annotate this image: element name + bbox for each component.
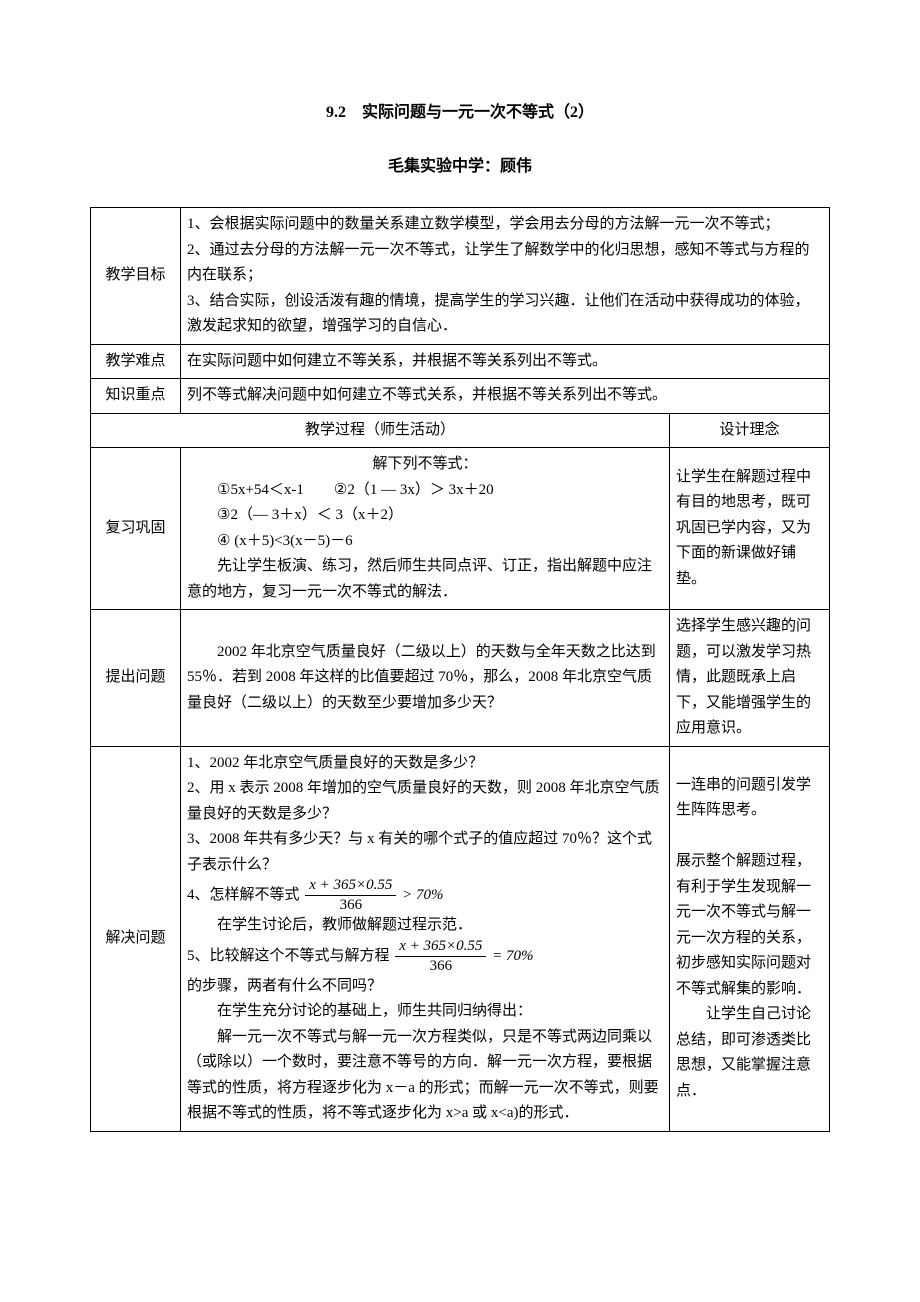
- label-goal: 教学目标: [91, 208, 181, 345]
- frac-1-num: x + 365×0.55: [305, 878, 396, 896]
- rationale-solve: 一连串的问题引发学生阵阵思考。 展示整个解题过程，有利于学生发现解一元一次不等式…: [669, 746, 829, 1131]
- row-difficulty: 教学难点 在实际问题中如何建立不等关系，并根据不等关系列出不等式。: [91, 344, 830, 379]
- solve-4-pre: 4、怎样解不等式: [187, 887, 300, 903]
- solve-4-note: 在学生讨论后，教师做解题过程示范．: [187, 913, 663, 939]
- row-pose: 提出问题 2002 年北京空气质量良好（二级以上）的天数与全年天数之比达到 55…: [91, 610, 830, 747]
- review-note: 先让学生板演、练习，然后师生共同点评、订正，指出解题中应注意的地方，复习一元一次…: [187, 554, 663, 605]
- proc-header-right: 设计理念: [669, 413, 829, 448]
- review-line-1: ①5x+54＜x-1 ②2（1 — 3x）＞ 3x＋20: [187, 478, 663, 504]
- content-pose: 2002 年北京空气质量良好（二级以上）的天数与全年天数之比达到 55％．若到 …: [181, 610, 670, 747]
- doc-subtitle: 毛集实验中学：顾伟: [90, 154, 830, 180]
- content-difficulty: 在实际问题中如何建立不等关系，并根据不等关系列出不等式。: [181, 344, 830, 379]
- review-heading: 解下列不等式：: [187, 452, 663, 478]
- label-solve: 解决问题: [91, 746, 181, 1131]
- label-pose: 提出问题: [91, 610, 181, 747]
- proc-header-left: 教学过程（师生活动）: [91, 413, 670, 448]
- rationale-pose: 选择学生感兴趣的问题，可以激发学习热情，此题既承上启下，又能增强学生的应用意识。: [669, 610, 829, 747]
- frac-2-den: 366: [395, 957, 486, 974]
- row-review: 复习巩固 解下列不等式： ①5x+54＜x-1 ②2（1 — 3x）＞ 3x＋2…: [91, 448, 830, 610]
- label-key: 知识重点: [91, 379, 181, 414]
- row-proc-header: 教学过程（师生活动） 设计理念: [91, 413, 830, 448]
- label-difficulty: 教学难点: [91, 344, 181, 379]
- fraction-1: x + 365×0.55 366: [305, 878, 396, 913]
- solve-line-5: 5、比较解这个不等式与解方程 x + 365×0.55 366 = 70%: [187, 939, 663, 974]
- content-solve: 1、2002 年北京空气质量良好的天数是多少？ 2、用 x 表示 2008 年增…: [181, 746, 670, 1131]
- solve-line-3: 3、2008 年共有多少天？与 x 有关的哪个式子的值应超过 70％？这个式子表…: [187, 827, 663, 878]
- content-review: 解下列不等式： ①5x+54＜x-1 ②2（1 — 3x）＞ 3x＋20 ③2（…: [181, 448, 670, 610]
- row-goal: 教学目标 1、会根据实际问题中的数量关系建立数学模型，学会用去分母的方法解一元一…: [91, 208, 830, 345]
- solve-5-post: = 70%: [492, 948, 533, 964]
- solve-line-1: 1、2002 年北京空气质量良好的天数是多少？: [187, 751, 663, 777]
- review-line-3: ④ (x＋5)<3(x－5)－6: [187, 529, 663, 555]
- frac-1-den: 366: [305, 896, 396, 913]
- row-key: 知识重点 列不等式解决问题中如何建立不等式关系，并根据不等关系列出不等式。: [91, 379, 830, 414]
- label-review: 复习巩固: [91, 448, 181, 610]
- solve-line-4: 4、怎样解不等式 x + 365×0.55 366 > 70%: [187, 878, 663, 913]
- solve-5-q: 的步骤，两者有什么不同吗？: [187, 974, 663, 1000]
- review-line-2: ③2（— 3＋x）＜ 3（x＋2）: [187, 503, 663, 529]
- solve-line-2: 2、用 x 表示 2008 年增加的空气质量良好的天数，则 2008 年北京空气…: [187, 776, 663, 827]
- frac-2-num: x + 365×0.55: [395, 939, 486, 957]
- solve-5-note1: 在学生充分讨论的基础上，师生共同归纳得出：: [187, 999, 663, 1025]
- content-key: 列不等式解决问题中如何建立不等式关系，并根据不等关系列出不等式。: [181, 379, 830, 414]
- doc-title: 9.2 实际问题与一元一次不等式（2）: [90, 100, 830, 126]
- content-goal: 1、会根据实际问题中的数量关系建立数学模型，学会用去分母的方法解一元一次不等式；…: [181, 208, 830, 345]
- row-solve: 解决问题 1、2002 年北京空气质量良好的天数是多少？ 2、用 x 表示 20…: [91, 746, 830, 1131]
- fraction-2: x + 365×0.55 366: [395, 939, 486, 974]
- solve-5-pre: 5、比较解这个不等式与解方程: [187, 948, 390, 964]
- solve-5-note2: 解一元一次不等式与解一元一次方程类似，只是不等式两边同乘以（或除以）一个数时，要…: [187, 1025, 663, 1127]
- document-page: 9.2 实际问题与一元一次不等式（2） 毛集实验中学：顾伟 教学目标 1、会根据…: [0, 0, 920, 1192]
- rationale-review: 让学生在解题过程中有目的地思考，既可巩固已学内容，又为下面的新课做好铺垫。: [669, 448, 829, 610]
- lesson-table: 教学目标 1、会根据实际问题中的数量关系建立数学模型，学会用去分母的方法解一元一…: [90, 207, 830, 1132]
- solve-4-post: > 70%: [402, 887, 443, 903]
